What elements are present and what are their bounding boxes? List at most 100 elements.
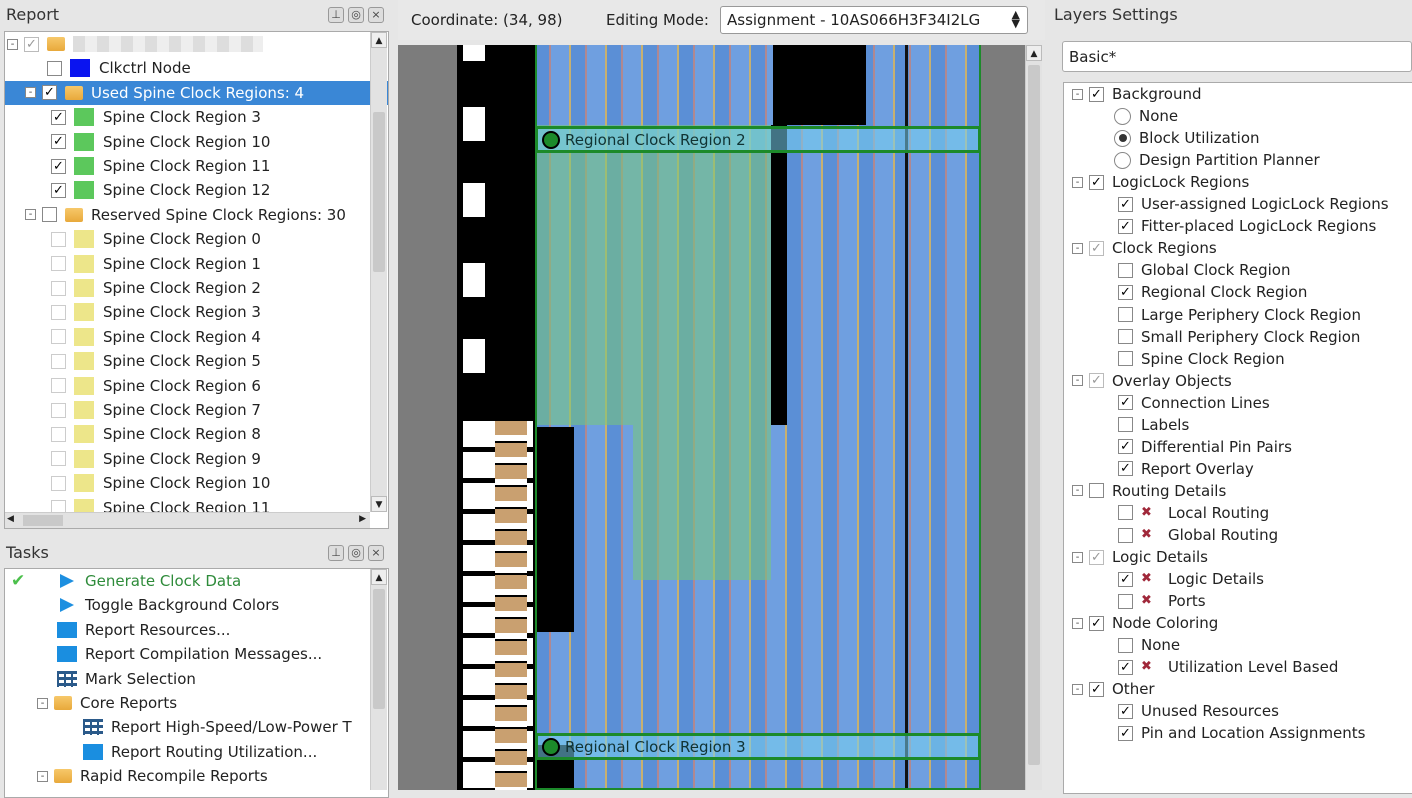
checkbox[interactable]: ✓ (51, 134, 66, 150)
tree-item[interactable]: Spine Clock Region 2 (5, 276, 388, 300)
checkbox[interactable] (51, 329, 66, 345)
checkbox[interactable] (1118, 351, 1133, 367)
tree-item[interactable]: ✓ Spine Clock Region 11 (5, 154, 388, 178)
checkbox[interactable]: ✓ (51, 158, 66, 174)
layer-item[interactable]: - ✓ Other (1064, 678, 1412, 700)
tree-item[interactable]: Spine Clock Region 8 (5, 422, 388, 446)
tree-item[interactable]: Spine Clock Region 9 (5, 447, 388, 471)
checkbox[interactable]: ✓ (1089, 373, 1104, 389)
checkbox[interactable] (51, 231, 66, 247)
tree-item[interactable]: Spine Clock Region 5 (5, 349, 388, 373)
layer-item[interactable]: - ✓ Node Coloring (1064, 612, 1412, 634)
pin-icon[interactable]: ⊥ (328, 545, 344, 561)
expand-toggle[interactable]: - (1072, 485, 1083, 497)
canvas-vscrollbar[interactable]: ▲ (1025, 45, 1042, 790)
checkbox[interactable] (51, 475, 66, 491)
checkbox[interactable] (51, 304, 66, 320)
tree-item[interactable]: Spine Clock Region 1 (5, 252, 388, 276)
tree-item[interactable]: Spine Clock Region 3 (5, 300, 388, 324)
layer-item[interactable]: - ✓ LogicLock Regions (1064, 171, 1412, 193)
expand-toggle[interactable]: - (1072, 88, 1083, 100)
checkbox[interactable]: ✓ (1089, 549, 1104, 565)
checkbox[interactable] (1089, 483, 1104, 499)
expand-toggle[interactable]: - (7, 38, 18, 50)
tree-item[interactable]: ✓ Spine Clock Region 3 (5, 105, 388, 129)
layer-item[interactable]: Global Clock Region (1064, 259, 1412, 281)
tree-item[interactable]: Clkctrl Node (5, 56, 388, 80)
expand-toggle[interactable]: - (1072, 375, 1083, 387)
report-vscrollbar[interactable]: ▲ ▼ (370, 32, 387, 512)
checkbox[interactable] (1118, 637, 1133, 653)
checkbox[interactable]: ✓ (51, 109, 66, 125)
layer-item[interactable]: - ✓ Logic Details (1064, 546, 1412, 568)
checkbox[interactable]: ✓ (1089, 681, 1104, 697)
float-icon[interactable]: ◎ (348, 7, 364, 23)
layer-item[interactable]: ✓ Fitter-placed LogicLock Regions (1064, 215, 1412, 237)
checkbox[interactable]: ✓ (1118, 461, 1133, 477)
task-item[interactable]: Mark Selection (5, 667, 388, 691)
radio-button[interactable] (1114, 107, 1131, 125)
layer-item[interactable]: None (1064, 634, 1412, 656)
tree-item[interactable]: Spine Clock Region 10 (5, 471, 388, 495)
tree-item[interactable]: ✓ Spine Clock Region 12 (5, 178, 388, 202)
checkbox[interactable]: ✓ (42, 85, 57, 101)
layer-item[interactable]: Large Periphery Clock Region (1064, 304, 1412, 326)
checkbox[interactable]: ✓ (1118, 659, 1133, 675)
layer-item[interactable]: - ✓ Background (1064, 83, 1412, 105)
chip-canvas[interactable]: Regional Clock Region 2 Regional Clock R… (398, 45, 1025, 790)
tree-item[interactable]: ✓ Spine Clock Region 10 (5, 130, 388, 154)
checkbox[interactable] (1118, 417, 1133, 433)
task-item[interactable]: - Core Reports (5, 691, 388, 715)
layer-item[interactable]: ✖ Ports (1064, 590, 1412, 612)
layer-item[interactable]: - Routing Details (1064, 480, 1412, 502)
task-item[interactable]: ✔ Generate Clock Data (5, 569, 388, 593)
layer-item[interactable]: ✓ Report Overlay (1064, 458, 1412, 480)
regional-clock-region-3[interactable]: Regional Clock Region 3 (535, 733, 981, 760)
expand-toggle[interactable]: - (1072, 176, 1083, 188)
close-icon[interactable]: × (368, 7, 384, 23)
tree-item[interactable]: - ✓ Used Spine Clock Regions: 4 (5, 80, 388, 105)
expand-toggle[interactable]: - (25, 87, 36, 99)
checkbox[interactable]: ✓ (1118, 439, 1133, 455)
task-item[interactable]: - Rapid Recompile Reports (5, 764, 388, 788)
task-item[interactable]: Toggle Background Colors (5, 593, 388, 617)
expand-toggle[interactable]: - (37, 697, 48, 709)
layer-item[interactable]: ✖ Local Routing (1064, 502, 1412, 524)
task-item[interactable]: Report Routing Utilization... (5, 740, 388, 764)
float-icon[interactable]: ◎ (348, 545, 364, 561)
layer-item[interactable]: Design Partition Planner (1064, 149, 1412, 171)
task-item[interactable]: Report Compilation Messages... (5, 642, 388, 666)
checkbox[interactable]: ✓ (1118, 218, 1133, 234)
checkbox[interactable] (1118, 505, 1133, 521)
close-icon[interactable]: × (368, 545, 384, 561)
tree-item[interactable]: Spine Clock Region 4 (5, 325, 388, 349)
layer-item[interactable]: ✓ Unused Resources (1064, 700, 1412, 722)
task-item[interactable]: Report Resources... (5, 618, 388, 642)
layer-item[interactable]: Spine Clock Region (1064, 348, 1412, 370)
layer-item[interactable]: None (1064, 105, 1412, 127)
checkbox[interactable]: ✓ (1089, 86, 1104, 102)
checkbox[interactable]: ✓ (1118, 725, 1133, 741)
layer-item[interactable]: - ✓ Clock Regions (1064, 237, 1412, 259)
layer-item[interactable]: ✖ Global Routing (1064, 524, 1412, 546)
checkbox[interactable] (51, 353, 66, 369)
task-item[interactable]: Report High-Speed/Low-Power T (5, 715, 388, 739)
checkbox[interactable] (1118, 329, 1133, 345)
checkbox[interactable]: ✓ (1089, 615, 1104, 631)
expand-toggle[interactable]: - (1072, 683, 1083, 695)
layer-preset-select[interactable]: Basic* (1062, 41, 1412, 72)
report-hscrollbar[interactable]: ◀ ▶ (5, 512, 370, 528)
checkbox[interactable] (51, 451, 66, 467)
expand-toggle[interactable]: - (1072, 551, 1083, 563)
checkbox[interactable] (51, 256, 66, 272)
checkbox[interactable] (1118, 593, 1133, 609)
checkbox[interactable] (47, 60, 62, 76)
checkbox[interactable]: ✓ (24, 36, 39, 52)
checkbox[interactable] (1118, 307, 1133, 322)
checkbox[interactable] (1118, 527, 1133, 543)
tree-item[interactable]: - Reserved Spine Clock Regions: 30 (5, 203, 388, 227)
layer-item[interactable]: Small Periphery Clock Region (1064, 326, 1412, 348)
expand-toggle[interactable]: - (25, 209, 36, 221)
layer-item[interactable]: ✓ ✖ Logic Details (1064, 568, 1412, 590)
tree-item[interactable]: Spine Clock Region 0 (5, 227, 388, 251)
